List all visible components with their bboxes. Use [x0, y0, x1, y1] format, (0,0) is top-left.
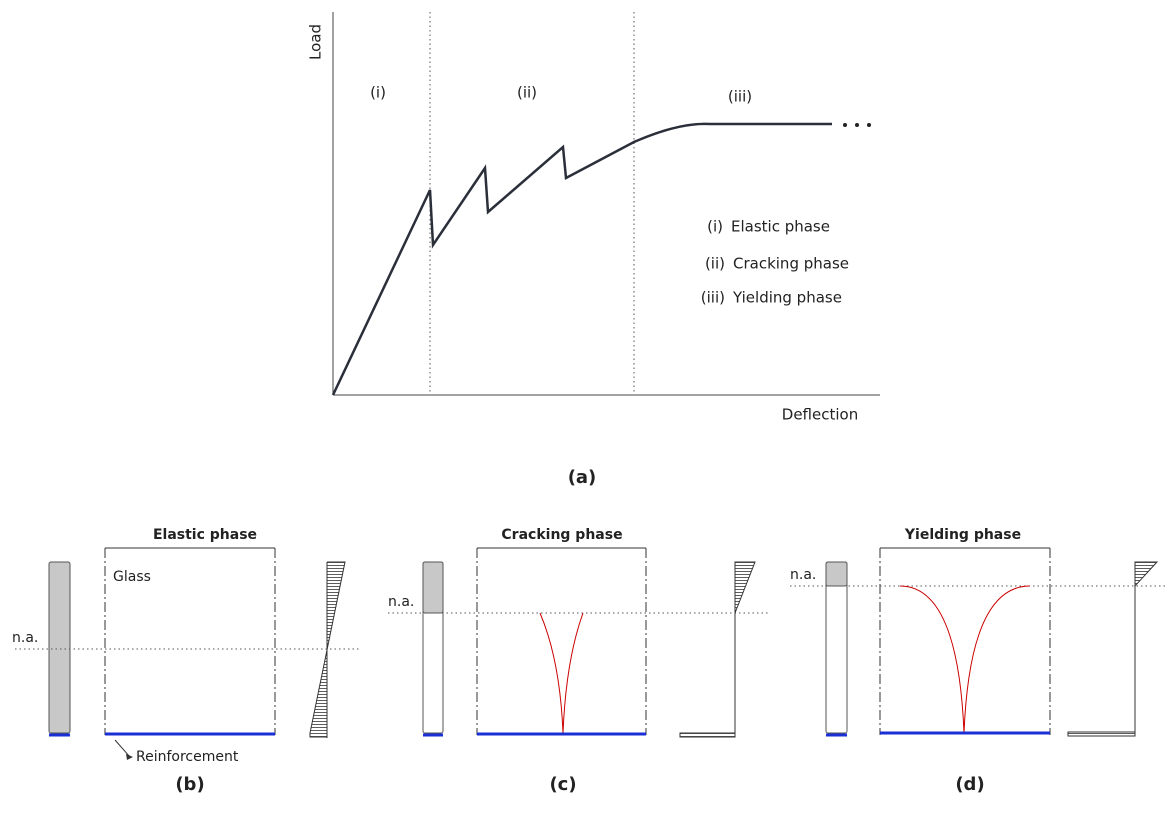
phase-label: (i) — [370, 84, 386, 102]
pointer-arrow — [114, 739, 131, 758]
phase-label: (ii) — [517, 84, 537, 102]
legend-key: (ii) — [705, 255, 725, 273]
cross-section — [48, 561, 71, 734]
elastic-panel: Elastic phase Glass n.a. Reinforcement (… — [12, 527, 360, 795]
cracking-panel: Cracking phase n.a. (c) — [388, 527, 768, 795]
caption: (a) — [568, 467, 597, 488]
legend-text: Yielding phase — [732, 289, 842, 307]
steel-stress — [679, 732, 736, 738]
neutral-axis-label: n.a. — [12, 630, 38, 646]
stress-distribution — [1134, 561, 1159, 588]
load-curve — [331, 122, 832, 396]
continuation-dot — [843, 123, 847, 127]
panel-title: Elastic phase — [153, 527, 257, 543]
neutral-axis-label: n.a. — [790, 567, 816, 583]
legend-key: (iii) — [701, 289, 725, 307]
reinforcement-label: Reinforcement — [136, 749, 239, 765]
neutral-axis-label: n.a. — [388, 594, 414, 610]
load-deflection-chart: Load Deflection (i) (ii) (iii) (i) Elast… — [307, 12, 880, 488]
legend-text: Cracking phase — [733, 255, 849, 273]
stress-distribution — [309, 561, 346, 738]
crack — [539, 612, 584, 734]
continuation-dot — [867, 123, 871, 127]
crack — [899, 585, 1031, 734]
compression-zone — [422, 561, 444, 614]
phase-label: (iii) — [728, 88, 752, 106]
caption: (d) — [955, 774, 984, 795]
panel-title: Yielding phase — [904, 527, 1021, 543]
compression-zone — [825, 561, 848, 587]
arrow-head — [126, 754, 133, 760]
legend-key: (i) — [707, 218, 723, 236]
y-axis-label: Load — [307, 24, 325, 60]
yielding-panel: Yielding phase n.a. (d) — [790, 527, 1165, 795]
material-label: Glass — [113, 569, 151, 585]
x-axis-label: Deflection — [782, 406, 858, 424]
legend-text: Elastic phase — [731, 218, 830, 236]
continuation-dot — [855, 123, 859, 127]
caption: (b) — [175, 774, 204, 795]
stress-distribution — [734, 561, 756, 614]
cross-section — [825, 561, 848, 734]
panel-title: Cracking phase — [501, 527, 622, 543]
caption: (c) — [549, 774, 576, 795]
steel-stress — [1067, 731, 1136, 737]
